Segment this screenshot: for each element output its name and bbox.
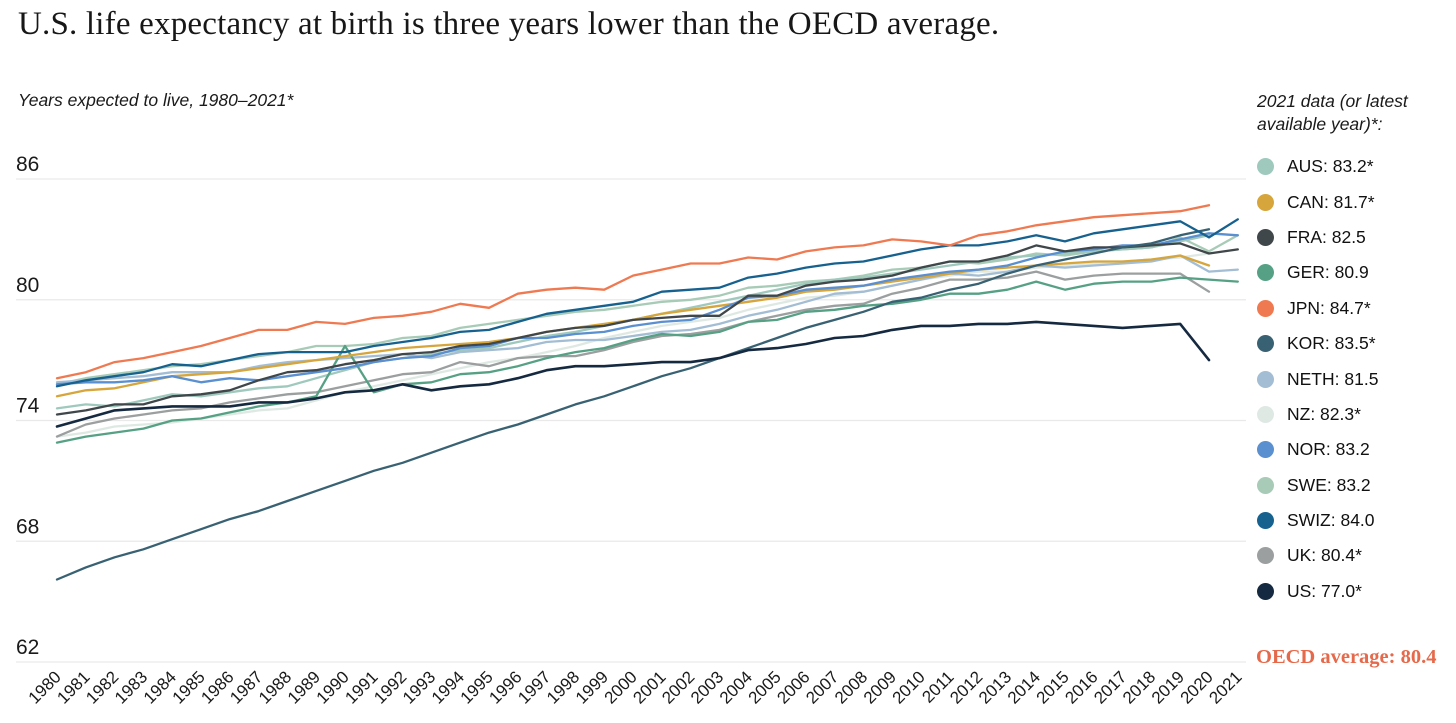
legend: AUS: 83.2* CAN: 81.7* FRA: 82.5 GER: 80.9 JP… [1257, 149, 1455, 609]
page-title: U.S. life expectancy at birth is three y… [18, 6, 1000, 42]
legend-label-CAN: CAN: 81.7* [1287, 191, 1375, 212]
legend-dot-AUS [1257, 158, 1274, 176]
legend-item-NOR: NOR: 83.2 [1257, 432, 1455, 467]
legend-dot-NOR [1257, 441, 1274, 459]
chart-subtitle: Years expected to live, 1980–2021* [18, 90, 294, 110]
legend-label-NOR: NOR: 83.2 [1287, 439, 1370, 460]
legend-item-CAN: CAN: 81.7* [1257, 184, 1455, 219]
legend-heading: 2021 data (or latest available year)*: [1257, 91, 1408, 135]
chart-area: 86 80 74 68 62 1980 1981 1982 1983 1984 1985 1986 19… [0, 130, 1256, 723]
legend-dot-CAN [1257, 193, 1274, 211]
y-tick-label-80: 80 [16, 274, 39, 297]
legend-label-SWIZ: SWIZ: 84.0 [1287, 510, 1375, 531]
legend-label-NZ: NZ: 82.3* [1287, 403, 1361, 424]
legend-label-UK: UK: 80.4* [1287, 545, 1362, 566]
legend-item-SWE: SWE: 83.2 [1257, 468, 1455, 503]
y-tick-label-62: 62 [16, 636, 39, 659]
x-tick-label-2021: 2021 [1205, 667, 1245, 707]
series-line-SWIZ [55, 218, 1239, 388]
legend-item-FRA: FRA: 82.5 [1257, 220, 1455, 255]
legend-dot-NETH [1257, 370, 1274, 388]
series-line-UK [55, 270, 1211, 438]
series-line-JPN [55, 204, 1211, 380]
oecd-average-note: OECD average: 80.4 [1256, 646, 1437, 668]
line-chart: 8680746862198019811982198319841985198619… [16, 153, 1246, 708]
legend-label-FRA: FRA: 82.5 [1287, 226, 1366, 247]
legend-label-SWE: SWE: 83.2 [1287, 474, 1371, 495]
series-line-FRA [55, 242, 1239, 416]
y-tick-label-74: 74 [16, 395, 40, 418]
legend-label-KOR: KOR: 83.5* [1287, 333, 1376, 354]
y-tick-label-86: 86 [16, 153, 39, 176]
legend-item-US: US: 77.0* [1257, 574, 1455, 609]
legend-label-JPN: JPN: 84.7* [1287, 297, 1371, 318]
series-line-SWE [55, 234, 1239, 386]
legend-label-AUS: AUS: 83.2* [1287, 156, 1374, 177]
series-line-US [55, 320, 1211, 428]
legend-label-GER: GER: 80.9 [1287, 262, 1369, 283]
legend-label-NETH: NETH: 81.5 [1287, 368, 1379, 389]
legend-item-SWIZ: SWIZ: 84.0 [1257, 503, 1455, 538]
series-line-NOR [55, 232, 1239, 386]
legend-dot-KOR [1257, 335, 1274, 353]
legend-dot-JPN [1257, 299, 1274, 317]
legend-dot-FRA [1257, 228, 1274, 246]
legend-item-UK: UK: 80.4* [1257, 538, 1455, 573]
legend-item-AUS: AUS: 83.2* [1257, 149, 1455, 184]
series-line-GER [55, 276, 1239, 444]
legend-dot-SWIZ [1257, 512, 1274, 530]
legend-dot-US [1257, 582, 1274, 600]
legend-item-NETH: NETH: 81.5 [1257, 361, 1455, 396]
legend-item-NZ: NZ: 82.3* [1257, 397, 1455, 432]
legend-label-US: US: 77.0* [1287, 580, 1362, 601]
legend-item-KOR: KOR: 83.5* [1257, 326, 1455, 361]
legend-item-GER: GER: 80.9 [1257, 255, 1455, 290]
legend-item-JPN: JPN: 84.7* [1257, 291, 1455, 326]
legend-dot-NZ [1257, 405, 1274, 423]
y-tick-label-68: 68 [16, 515, 39, 538]
legend-dot-GER [1257, 264, 1274, 282]
legend-dot-SWE [1257, 476, 1274, 494]
series-line-KOR [55, 228, 1211, 581]
legend-dot-UK [1257, 547, 1274, 565]
